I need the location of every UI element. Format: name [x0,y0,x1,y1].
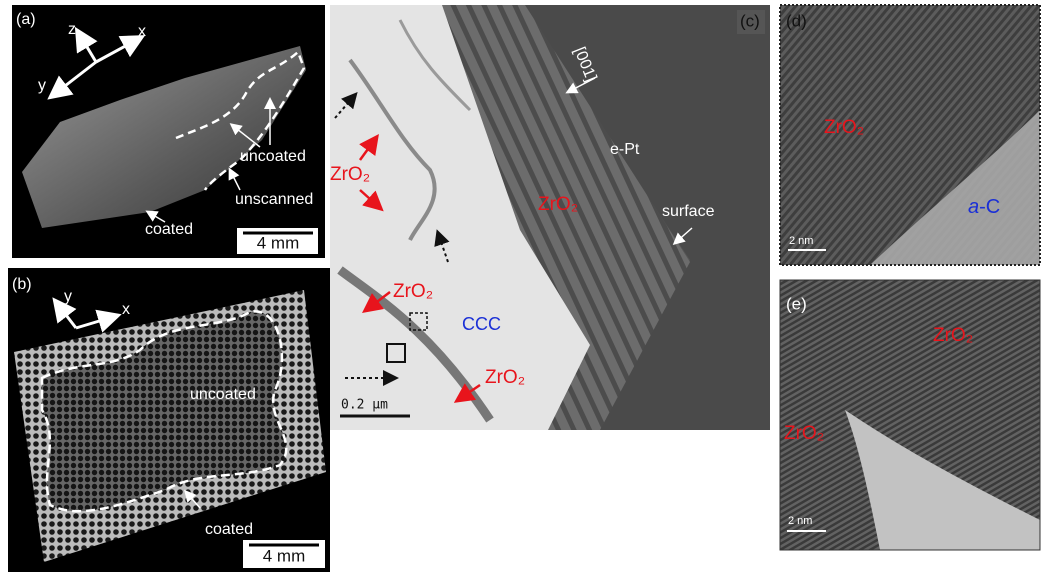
annotation-italic: a [968,196,979,218]
annotation: e-Pt [610,141,640,158]
annotation-rest: -C [979,196,1000,218]
scale-bar-label: 4 mm [257,233,300,252]
figure: (a) z x y uncoated unscanned coated 4 mm… [0,0,1044,577]
scale-bar-label: 2 nm [789,235,813,247]
annotation: a-C [968,196,1000,218]
annotation: ZrO₂ [784,423,824,444]
panel-e: (e) ZrO₂ ZrO₂ 2 nm [780,280,1040,550]
annotation: uncoated [190,386,256,403]
annotation: ZrO₂ [933,325,973,346]
axis-label: y [64,288,72,305]
axis-label: y [38,77,46,94]
panel-c: (c) [001] e-Pt ZrO₂ surface ZrO₂ ZrO₂ CC… [330,5,770,430]
axis-label: x [138,23,146,40]
annotation: CCC [462,314,501,334]
page: (a) z x y uncoated unscanned coated 4 mm… [0,0,1044,577]
annotation: coated [145,221,193,238]
scale-bar-label: 4 mm [263,546,306,565]
axis-label: x [122,301,130,318]
scale-bar-label: 2 nm [788,515,812,527]
annotation: coated [205,521,253,538]
annotation: ZrO₂ [330,164,370,185]
annotation: ZrO₂ [538,194,578,215]
panel-b: (b) y x uncoated coated 4 mm [8,268,330,572]
annotation: ZrO₂ [824,117,864,138]
annotation: ZrO₂ [485,367,525,388]
panel-label: (b) [12,276,32,293]
panel-label: (a) [16,11,36,28]
axis-label: z [68,21,76,38]
annotation: uncoated [240,148,306,165]
panel-label: (c) [740,11,760,30]
panel-label: (d) [786,11,807,30]
annotation: surface [662,203,715,220]
scale-bar-label: 0.2 µm [341,398,388,413]
panel-a: (a) z x y uncoated unscanned coated 4 mm [12,5,325,258]
panel-label: (e) [786,294,807,313]
annotation: unscanned [235,191,313,208]
annotation: ZrO₂ [393,281,433,302]
panel-d: (d) ZrO₂ a-C 2 nm [780,5,1040,265]
